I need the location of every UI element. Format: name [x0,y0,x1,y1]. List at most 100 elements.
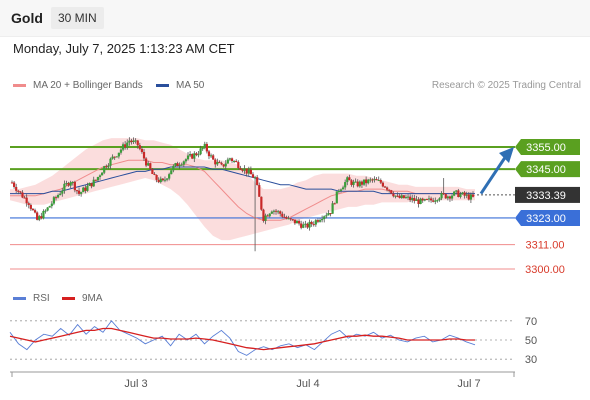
candle [98,175,102,178]
candle [279,211,282,214]
candle [436,200,439,202]
candle [411,197,414,201]
candle [117,152,120,157]
candle [149,163,152,170]
candle [270,211,273,214]
candle [390,190,393,194]
candle [199,148,202,155]
candle [272,210,276,212]
candle [308,221,311,228]
candle [321,219,324,221]
candle [262,209,265,221]
candle [249,169,252,175]
candle [440,193,443,199]
candle [264,215,267,221]
candle [151,169,154,174]
candle [423,199,426,201]
candle [180,164,183,166]
candle [335,191,338,204]
candle [29,204,32,209]
candle [442,193,445,195]
candle [134,140,137,142]
candle [241,169,244,171]
candle [375,179,378,181]
candle [256,177,259,186]
candle [130,140,133,143]
candle [300,223,303,228]
candle [184,159,188,162]
candle [48,206,51,208]
candle [354,181,357,183]
candle [373,179,376,181]
candle [201,148,204,150]
candle [84,187,87,191]
candle [274,210,278,212]
candle [75,190,79,192]
candle [450,195,454,199]
candle [33,210,37,213]
level-label-3323.00: 3323.00 [526,213,566,225]
candle [285,217,288,219]
candle [140,148,144,152]
candle [457,190,460,197]
candle [63,183,66,191]
candle [266,215,269,217]
candle [52,197,56,204]
candle [170,170,173,175]
candle [291,219,294,221]
x-tick-label: Jul 7 [457,378,480,390]
candle [434,200,437,202]
candle [142,151,146,159]
candle [379,180,382,183]
candle [17,190,20,192]
candle [19,191,22,193]
candle [337,190,340,192]
candle [73,182,76,191]
candle [444,194,447,199]
candle [312,224,315,226]
candle [38,216,41,220]
candle [283,216,286,218]
candle [413,197,416,201]
candle [212,155,215,160]
candle [176,163,179,167]
candle [59,193,62,196]
candle [367,179,370,184]
candle [145,158,148,166]
candle [224,163,227,167]
timeframe-badge[interactable]: 30 MIN [51,7,104,29]
legend-ma50: MA 50 [156,80,204,91]
candle [233,160,236,162]
candle [360,181,364,185]
legend-ma50-label: MA 50 [176,80,205,91]
candle [186,155,190,160]
candle [245,168,248,174]
level-label-3345.00: 3345.00 [526,164,566,176]
candle [178,165,181,167]
candle [12,182,16,187]
candle [247,169,250,174]
candle [289,218,292,220]
candle [46,207,49,211]
candle [21,192,24,198]
candle [90,183,93,187]
candle [105,166,108,168]
candle [459,194,462,197]
candle [310,221,313,225]
candle [165,178,169,180]
candle [119,149,123,153]
legend-rsi-ma-label: 9MA [82,293,103,304]
level-tag-3355.00 [515,139,580,155]
candle [136,140,139,146]
forecast-arrow-shaft [479,155,508,195]
candle [404,197,408,199]
candle [306,223,309,228]
symbol-title: Gold [11,10,43,26]
candle [429,198,433,201]
candle [352,181,355,185]
candle [448,196,452,199]
candle [96,177,100,181]
candle [455,190,458,192]
candle [193,153,196,159]
candle [174,163,177,166]
